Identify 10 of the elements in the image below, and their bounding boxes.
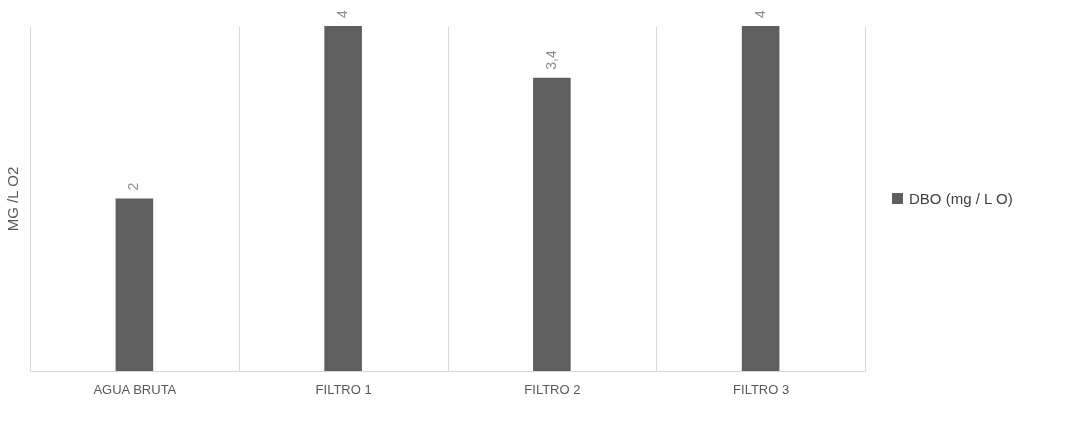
y-axis-title: MG /L O2 <box>3 166 21 232</box>
data-label: 4 <box>334 10 351 18</box>
legend-label: DBO (mg / L O) <box>909 189 1013 207</box>
x-tick-label: FILTRO 2 <box>524 381 581 397</box>
data-label: 4 <box>751 10 768 18</box>
x-tick-label: FILTRO 3 <box>733 381 790 397</box>
x-tick-label: FILTRO 1 <box>315 381 372 397</box>
data-label: 3,4 <box>542 50 559 70</box>
data-label: 2 <box>125 182 142 191</box>
x-tick-label: AGUA BRUTA <box>93 381 177 397</box>
